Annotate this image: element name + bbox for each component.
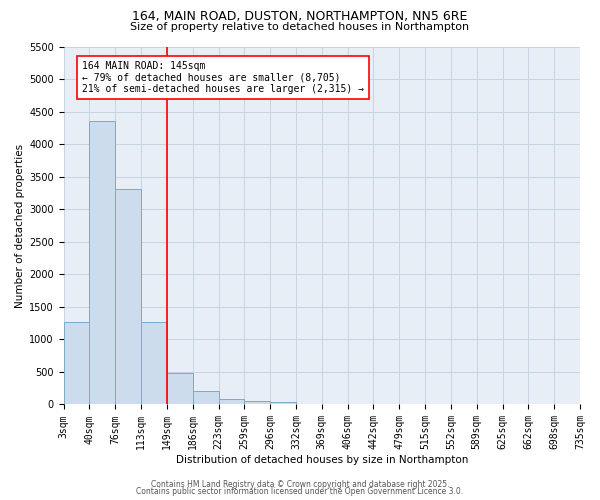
Bar — [270, 402, 296, 404]
Bar — [167, 372, 193, 404]
Text: Contains public sector information licensed under the Open Government Licence 3.: Contains public sector information licen… — [136, 487, 464, 496]
Text: Size of property relative to detached houses in Northampton: Size of property relative to detached ho… — [130, 22, 470, 32]
Text: 164 MAIN ROAD: 145sqm
← 79% of detached houses are smaller (8,705)
21% of semi-d: 164 MAIN ROAD: 145sqm ← 79% of detached … — [82, 61, 364, 94]
X-axis label: Distribution of detached houses by size in Northampton: Distribution of detached houses by size … — [176, 455, 468, 465]
Text: Contains HM Land Registry data © Crown copyright and database right 2025.: Contains HM Land Registry data © Crown c… — [151, 480, 449, 489]
Bar — [115, 189, 141, 404]
Bar — [141, 322, 167, 404]
Bar — [89, 122, 115, 405]
Y-axis label: Number of detached properties: Number of detached properties — [15, 144, 25, 308]
Bar — [193, 392, 218, 404]
Bar — [218, 398, 244, 404]
Bar — [244, 401, 270, 404]
Text: 164, MAIN ROAD, DUSTON, NORTHAMPTON, NN5 6RE: 164, MAIN ROAD, DUSTON, NORTHAMPTON, NN5… — [133, 10, 467, 23]
Bar — [64, 322, 89, 404]
